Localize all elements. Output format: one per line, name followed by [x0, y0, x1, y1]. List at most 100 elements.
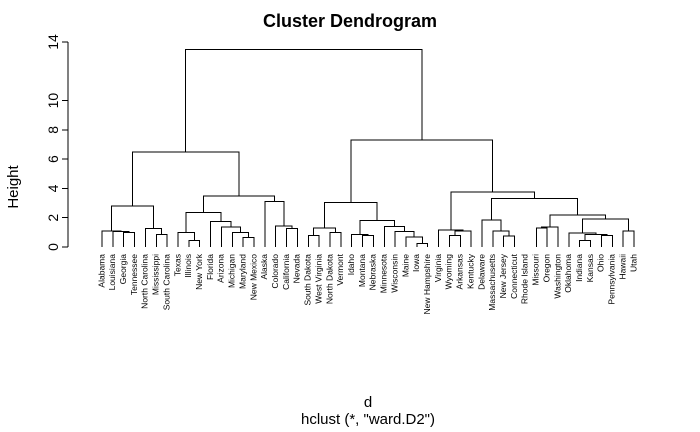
- dendrogram-branch: [579, 239, 592, 247]
- y-axis: 0 2 4 6 8 10 14: [45, 34, 69, 251]
- leaf-label: Wyoming: [444, 254, 454, 290]
- leaf-label: Arkansas: [455, 254, 465, 289]
- leaf-label: New Jersey: [498, 253, 508, 298]
- leaf-label: New York: [194, 253, 204, 290]
- leaf-label: Minnesota: [379, 254, 389, 293]
- leaf-label: Rhode Island: [520, 254, 530, 304]
- leaf-label: Arizona: [216, 254, 226, 283]
- leaf-label: Michigan: [227, 254, 237, 288]
- dendrogram-branch: [448, 234, 461, 247]
- dendrogram-branch: [313, 227, 336, 236]
- dendrogram-branch: [351, 234, 369, 247]
- leaf-label: South Dakota: [303, 254, 313, 306]
- dendrogram-branch: [286, 228, 298, 247]
- dendrogram-branch: [132, 151, 240, 206]
- leaf-label: Washington: [552, 254, 562, 299]
- dendrogram-branch: [541, 226, 559, 247]
- leaf-label: Connecticut: [509, 253, 519, 299]
- leaf-label: Utah: [628, 254, 638, 272]
- dendrogram-branch: [144, 228, 163, 247]
- leaf-label: West Virginia: [313, 254, 323, 304]
- leaf-label: Maine: [400, 254, 410, 277]
- leaf-label: Illinois: [183, 254, 193, 278]
- leaf-label: Mississippi: [151, 254, 161, 295]
- dendrogram-branch: [481, 219, 502, 247]
- chart-title: Cluster Dendrogram: [263, 11, 437, 31]
- dendrogram-branch: [450, 191, 536, 231]
- dendrogram-branch: [111, 205, 155, 231]
- leaf-label: Tennessee: [129, 254, 139, 295]
- dendrogram-branch: [185, 48, 423, 152]
- chart-subtitle: hclust (*, "ward.D2"): [301, 411, 435, 428]
- dendrogram-branches: [101, 48, 635, 247]
- dendrogram-branch: [394, 231, 415, 247]
- leaf-label: Maryland: [237, 254, 247, 289]
- dendrogram-branch: [112, 231, 130, 247]
- dendrogram-branch: [231, 231, 250, 247]
- leaf-label: Texas: [172, 254, 182, 276]
- leaf-label: Wisconsin: [389, 254, 399, 293]
- dendrogram-branch: [101, 230, 122, 247]
- y-tick-label: 4: [45, 184, 61, 192]
- leaf-labels: Alabama Louisiana Georgia Tennessee North Ca…: [96, 253, 638, 314]
- dendrogram-branch: [416, 242, 429, 247]
- y-tick-label: 8: [45, 126, 61, 134]
- leaf-label: Colorado: [270, 254, 280, 289]
- dendrogram-branch: [535, 227, 548, 247]
- dendrogram-branch: [264, 201, 285, 247]
- dendrogram-branch: [503, 235, 516, 247]
- dendrogram-branch: [584, 234, 608, 241]
- dendrogram-branch: [359, 220, 395, 235]
- dendrogram-branch: [491, 198, 579, 220]
- leaf-label: Alabama: [96, 254, 106, 288]
- dendrogram-branch: [492, 230, 510, 247]
- leaf-label: New Mexico: [248, 254, 258, 301]
- dendrogram-branch: [454, 230, 472, 247]
- dendrogram-branch: [242, 236, 255, 247]
- leaf-label: South Carolina: [161, 254, 171, 311]
- leaf-label: Pennsylvania: [607, 254, 617, 305]
- y-tick-label: 0: [45, 243, 61, 251]
- dendrogram-branch: [350, 139, 494, 203]
- leaf-label: Montana: [357, 254, 367, 287]
- leaf-label: California: [281, 254, 291, 290]
- leaf-label: Indiana: [574, 254, 584, 282]
- leaf-label: Ohio: [596, 254, 606, 272]
- dendrogram-branch: [405, 236, 423, 247]
- leaf-label: Kansas: [585, 254, 595, 282]
- dendrogram-branch: [307, 234, 320, 247]
- leaf-label: Missouri: [531, 254, 541, 286]
- leaf-label: Nevada: [292, 254, 302, 284]
- dendrogram-branch: [155, 234, 168, 247]
- dendrogram-branch: [581, 218, 630, 234]
- leaf-label: Delaware: [476, 254, 486, 290]
- leaf-label: Massachusetts: [487, 254, 497, 311]
- dendrogram-branch: [362, 234, 374, 247]
- leaf-label: Oklahoma: [563, 254, 573, 293]
- y-tick-label: 10: [45, 93, 61, 109]
- leaf-label: Vermont: [335, 253, 345, 285]
- leaf-label: New Hampshire: [422, 254, 432, 315]
- dendrogram-branch: [220, 226, 241, 247]
- dendrogram-branch: [549, 214, 606, 228]
- dendrogram-branch: [123, 231, 136, 247]
- x-axis-label: d: [364, 394, 372, 411]
- leaf-label: Iowa: [411, 254, 421, 272]
- dendrogram-branch: [329, 231, 342, 247]
- y-tick-label: 14: [45, 34, 61, 50]
- leaf-label: North Dakota: [324, 254, 334, 304]
- leaf-label: Nebraska: [368, 254, 378, 291]
- leaf-label: Hawaii: [617, 254, 627, 280]
- leaf-label: Oregon: [541, 254, 551, 283]
- dendrogram-branch: [275, 225, 293, 247]
- y-tick-label: 2: [45, 214, 61, 222]
- leaf-label: North Carolina: [140, 254, 150, 309]
- leaf-label: Idaho: [346, 254, 356, 276]
- dendrogram-branch: [188, 239, 201, 247]
- leaf-label: Florida: [205, 254, 215, 280]
- y-axis-label: Height: [5, 164, 22, 208]
- leaf-label: Louisiana: [107, 254, 117, 291]
- dendrogram-branch: [202, 195, 275, 213]
